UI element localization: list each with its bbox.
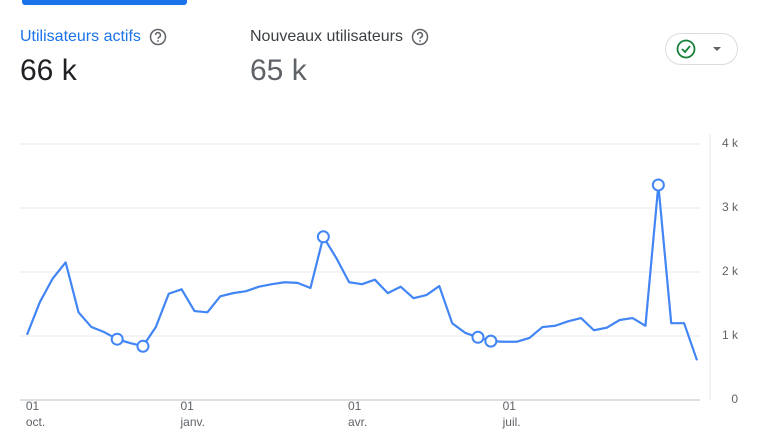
y-tick-label: 3 k	[722, 200, 739, 214]
metric-tab[interactable]: Nouveaux utilisateurs 65 k	[250, 28, 429, 88]
anomaly-marker	[484, 334, 498, 348]
tab-label: Utilisateurs actifs	[20, 28, 141, 45]
y-tick-label: 2 k	[722, 264, 739, 278]
tab-value: 66 k	[20, 54, 77, 87]
help-icon[interactable]	[149, 28, 167, 46]
button-icons	[676, 39, 721, 59]
tab-indicator	[22, 0, 187, 5]
anomaly-marker	[651, 178, 665, 192]
compare-button[interactable]	[665, 33, 738, 65]
x-tick-label: 01 janv.	[180, 399, 205, 429]
tab-value: 65 k	[250, 54, 307, 87]
anomaly-marker	[471, 330, 485, 344]
anomaly-marker	[110, 332, 124, 346]
x-tick-label: 01 avr.	[348, 399, 368, 429]
help-icon[interactable]	[411, 28, 429, 46]
metric-tab[interactable]: Utilisateurs actifs 66 k	[20, 28, 167, 88]
tab-label: Nouveaux utilisateurs	[250, 28, 403, 45]
y-tick-label: 1 k	[722, 328, 739, 342]
y-tick-label: 4 k	[722, 136, 739, 150]
x-tick-label: 01 oct.	[25, 399, 46, 429]
y-tick-label: 0	[731, 392, 738, 406]
anomaly-marker	[316, 230, 330, 244]
x-tick-label: 01 juil.	[502, 399, 521, 429]
line-series	[25, 183, 699, 361]
anomaly-marker	[136, 339, 150, 353]
